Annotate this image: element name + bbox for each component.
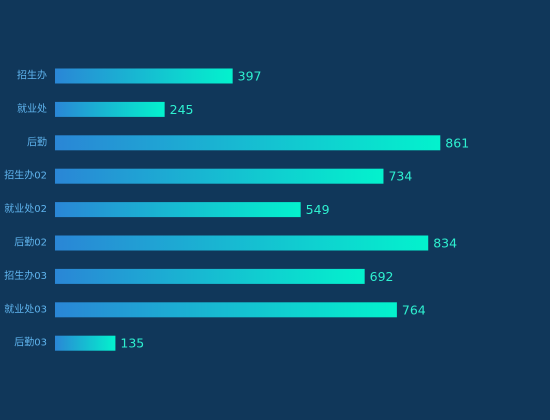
bar[interactable] xyxy=(55,302,397,318)
value-label: 397 xyxy=(238,69,262,84)
category-label: 后勤 xyxy=(27,135,47,148)
bar-row: 就业处03 764 xyxy=(4,302,426,318)
bar-row: 就业处 245 xyxy=(17,101,194,117)
value-label: 764 xyxy=(402,302,426,317)
bars-layer: 招生办 397 就业处 245 后勤 861 招生办02 734 就业处02 549 后勤02 834… xyxy=(4,68,469,351)
category-label: 就业处 xyxy=(17,102,47,115)
bar-row: 招生办02 734 xyxy=(4,168,412,184)
category-label: 招生办 xyxy=(17,69,47,82)
value-label: 834 xyxy=(433,236,457,251)
value-label: 734 xyxy=(388,169,412,184)
value-label: 549 xyxy=(306,202,330,217)
value-label: 861 xyxy=(445,135,469,150)
category-label: 招生办02 xyxy=(4,169,47,182)
bar[interactable] xyxy=(55,101,165,117)
category-label: 后勤02 xyxy=(14,236,47,249)
bar[interactable] xyxy=(55,235,429,251)
bar-row: 后勤02 834 xyxy=(14,235,457,251)
bar[interactable] xyxy=(55,335,116,351)
value-label: 135 xyxy=(120,336,144,351)
bar[interactable] xyxy=(55,202,301,218)
bar-row: 招生办 397 xyxy=(17,68,262,84)
bar[interactable] xyxy=(55,135,441,151)
bar-row: 招生办03 692 xyxy=(4,268,394,284)
bar[interactable] xyxy=(55,68,233,84)
value-label: 692 xyxy=(370,269,394,284)
category-label: 就业处02 xyxy=(4,202,47,215)
bar[interactable] xyxy=(55,168,384,184)
category-label: 后勤03 xyxy=(14,336,47,349)
bar-row: 就业处02 549 xyxy=(4,202,330,218)
category-label: 就业处03 xyxy=(4,302,47,315)
bar[interactable] xyxy=(55,268,365,284)
bar-row: 后勤03 135 xyxy=(14,335,144,351)
value-label: 245 xyxy=(170,102,194,117)
bar-row: 后勤 861 xyxy=(27,135,469,151)
category-label: 招生办03 xyxy=(4,269,47,282)
